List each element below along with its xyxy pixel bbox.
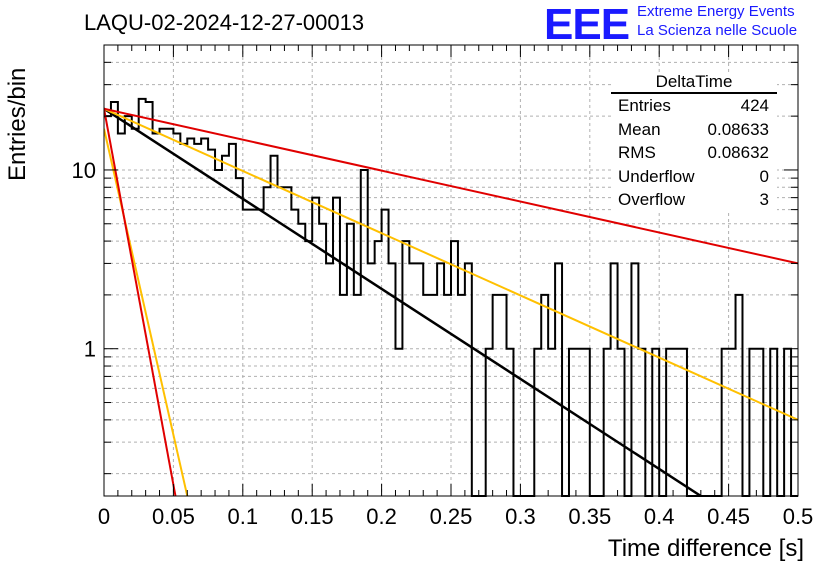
y-tick-label: 10 [72, 158, 96, 183]
x-axis-label: Time difference [s] [607, 535, 804, 562]
fit-line-2 [104, 128, 189, 496]
stats-row-entries: Entries 424 [611, 94, 777, 118]
stats-value: 0.08632 [707, 143, 769, 162]
x-tick-label: 0.05 [152, 504, 195, 529]
x-tick-label: 0.35 [568, 504, 611, 529]
eee-logo: EEE [544, 0, 630, 49]
stats-label: RMS [618, 143, 656, 162]
logo-line1: Extreme Energy Events [637, 3, 795, 20]
x-tick-label: 0.4 [644, 504, 675, 529]
stats-label: Entries [618, 96, 671, 115]
x-tick-label: 0.2 [366, 504, 397, 529]
fit-line-3 [104, 107, 798, 265]
plot-title: LAQU-02-2024-12-27-00013 [84, 10, 365, 35]
logo-line2: La Scienza nelle Scuole [637, 22, 798, 39]
y-tick-label: 1 [84, 337, 96, 362]
stats-label: Underflow [618, 166, 695, 186]
stats-value: 3 [759, 190, 769, 209]
x-tick-label: 0.3 [505, 504, 536, 529]
fit-line-0 [104, 107, 702, 496]
stats-row-overflow: Overflow 3 [611, 188, 777, 212]
stats-label: Mean [618, 119, 661, 139]
fit-line-1 [104, 107, 798, 421]
stats-row-rms: RMS 0.08632 [611, 141, 777, 165]
stats-header: DeltaTime [611, 72, 777, 94]
x-tick-label: 0.5 [783, 504, 814, 529]
y-axis-label: Entries/bin [4, 67, 31, 181]
stats-value: 0.08633 [707, 119, 769, 139]
stats-row-underflow: Underflow 0 [611, 165, 777, 189]
stats-box: DeltaTime Entries 424 Mean 0.08633 RMS 0.08… [611, 72, 777, 212]
x-tick-label: 0.25 [430, 504, 473, 529]
x-tick-label: 0.1 [228, 504, 259, 529]
x-tick-label: 0.15 [291, 504, 334, 529]
fit-line-4 [104, 108, 177, 496]
stats-value: 424 [740, 96, 769, 115]
histogram-bins [104, 97, 798, 497]
stats-value: 0 [759, 166, 769, 186]
stats-label: Overflow [618, 190, 686, 209]
x-tick-label: 0.45 [707, 504, 750, 529]
x-tick-label: 0 [98, 504, 110, 529]
stats-row-mean: Mean 0.08633 [611, 118, 777, 142]
